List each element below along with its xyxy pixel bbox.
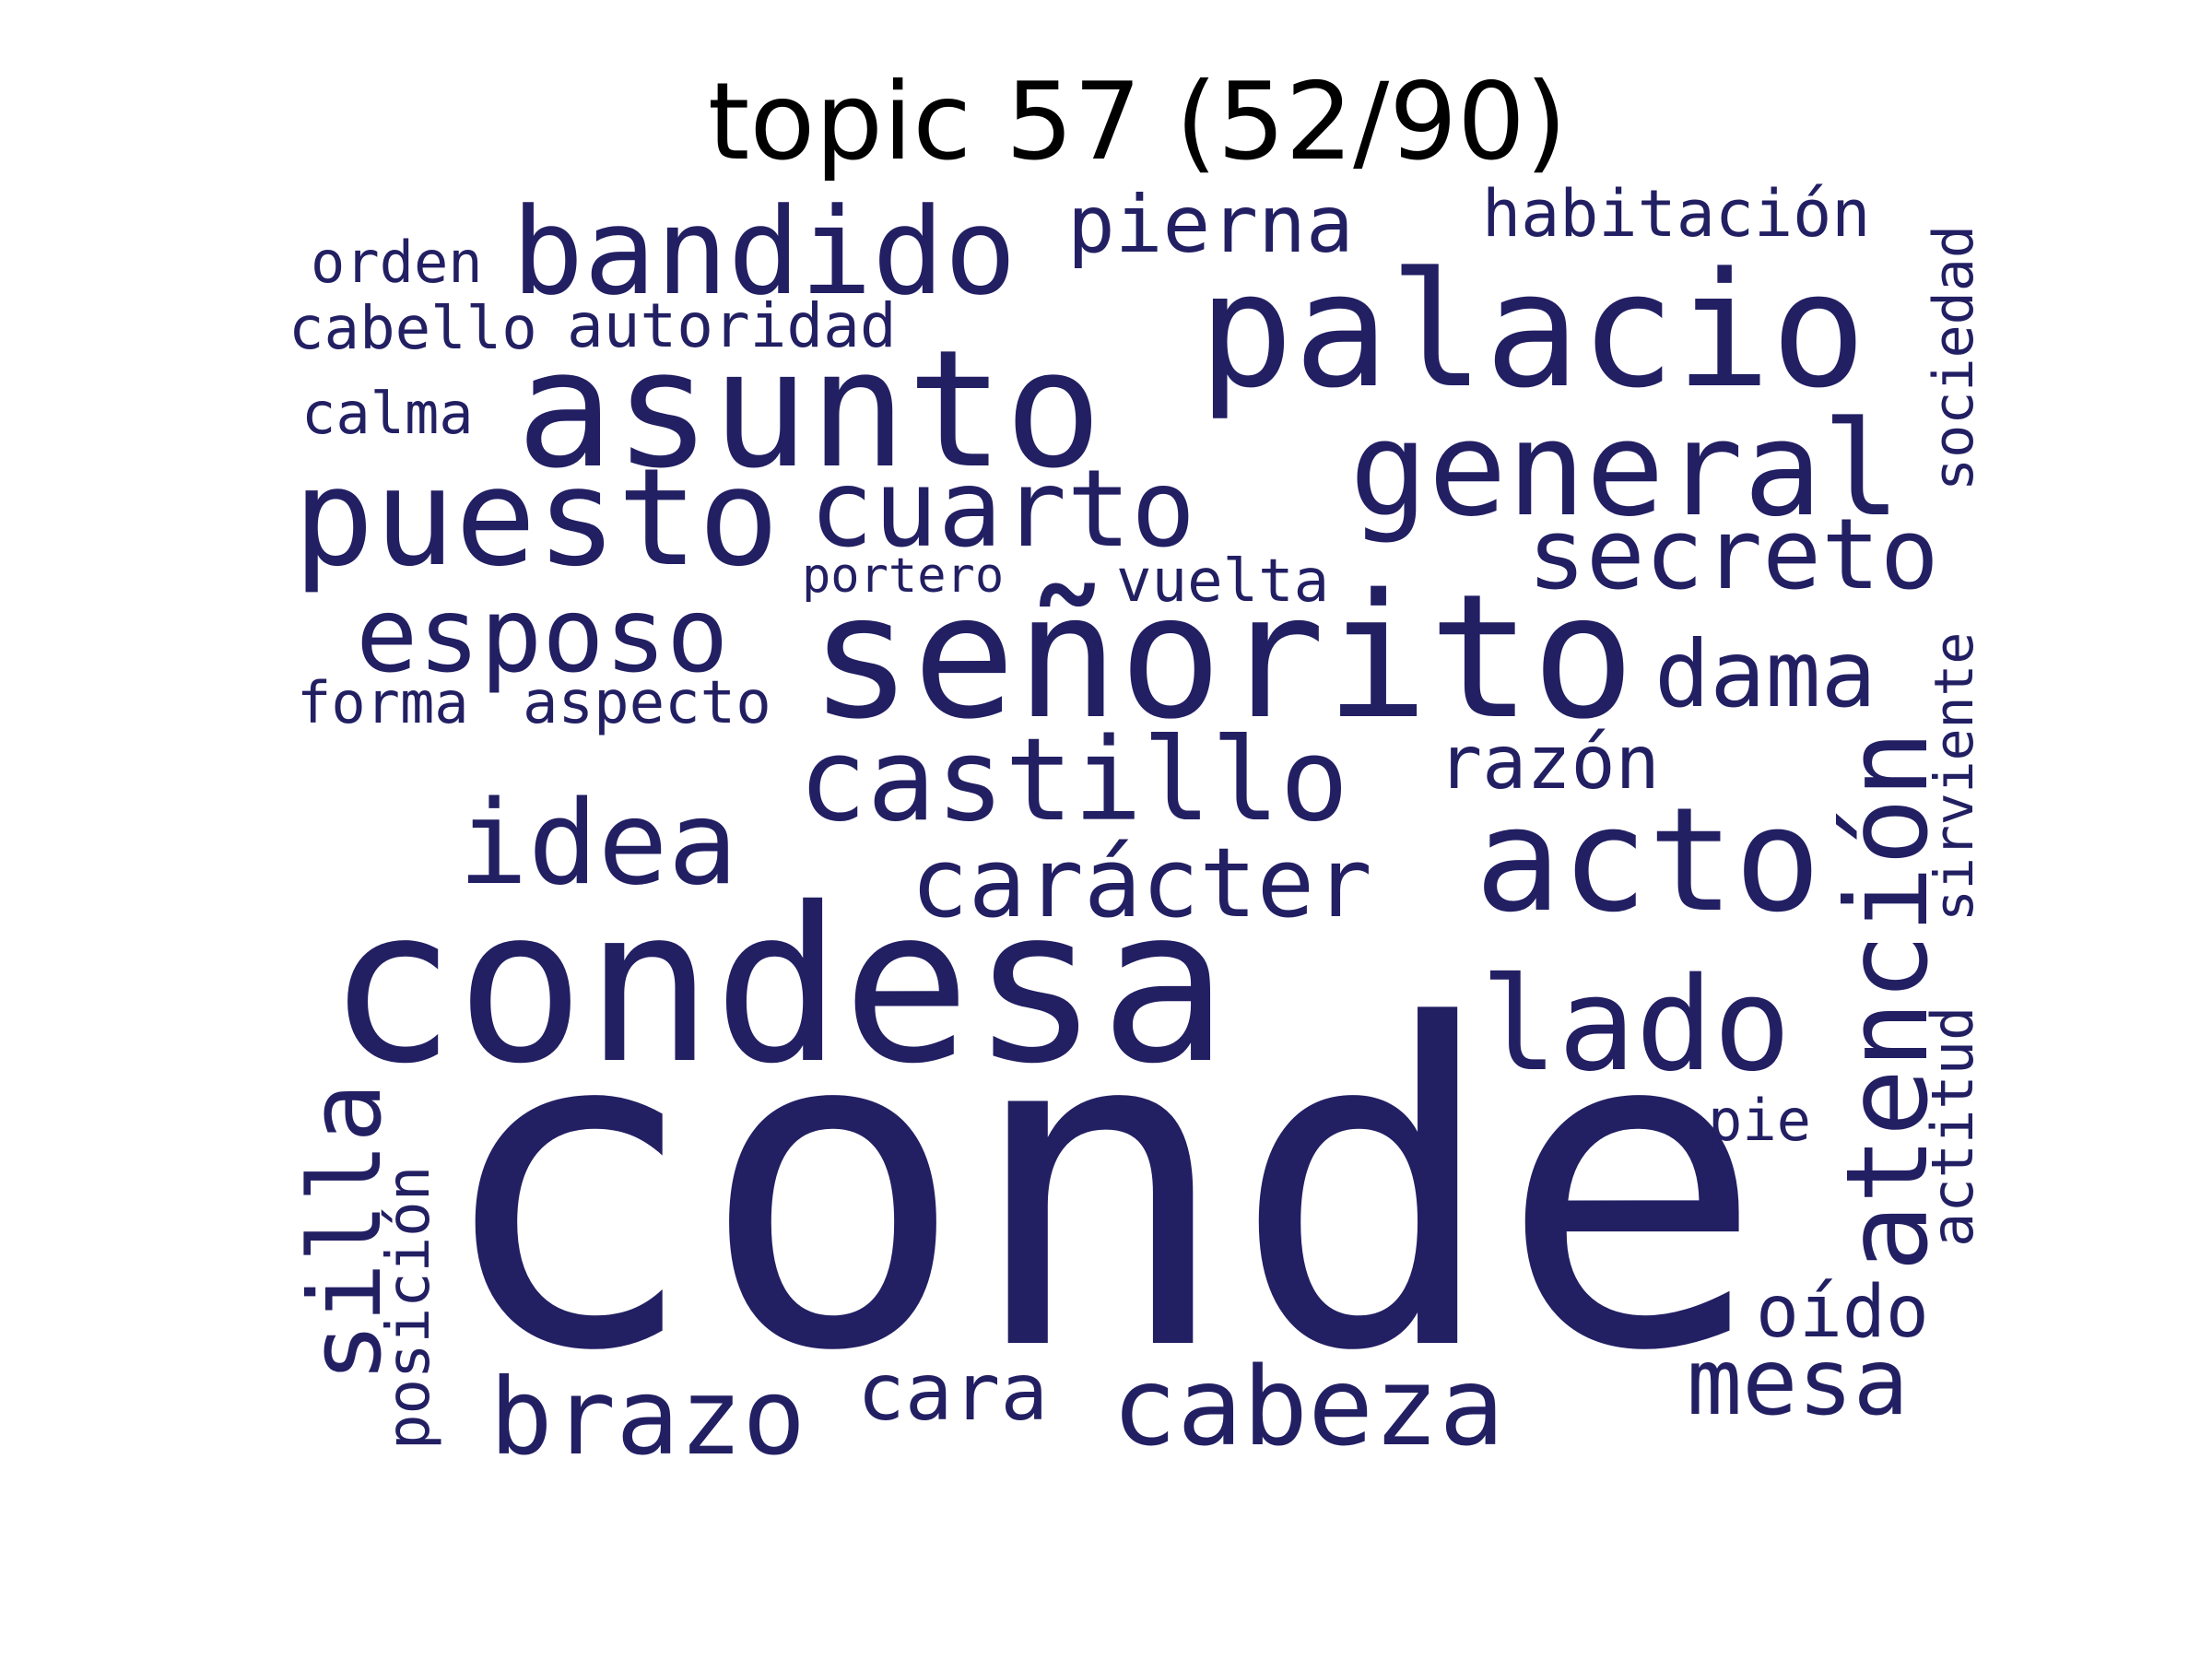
word-palacio: palacio	[1198, 238, 1866, 423]
word-posicion: posición	[375, 1166, 443, 1450]
word-habitacion: habitación	[1482, 176, 1870, 252]
word-esposo: esposo	[356, 576, 729, 696]
word-secreto: secreto	[1527, 498, 1939, 611]
word-lado: lado	[1480, 950, 1791, 1100]
word-oido: oído	[1756, 1271, 1929, 1354]
word-cabeza: cabeza	[1112, 1343, 1504, 1470]
word-condesa: condesa	[327, 862, 1229, 1111]
word-calma: calma	[301, 380, 474, 447]
word-acto: acto	[1475, 776, 1821, 944]
word-mesa: mesa	[1687, 1328, 1909, 1436]
word-cuarto: cuarto	[809, 447, 1195, 571]
word-pierna: pierna	[1067, 179, 1354, 271]
word-orden: orden	[311, 229, 483, 296]
word-caracter: carácter	[911, 827, 1372, 939]
word-idea: idea	[458, 775, 737, 911]
word-asunto: asunto	[516, 315, 1102, 504]
word-aspecto: aspecto	[523, 669, 771, 737]
word-bandido: bandido	[512, 182, 1017, 322]
word-sociedad: sociedad	[1922, 225, 1986, 491]
word-portero: portero	[802, 548, 1004, 604]
word-senorito: señorito	[809, 557, 1635, 757]
word-general: general	[1349, 394, 1900, 546]
word-sirviente: sirviente	[1923, 632, 1985, 922]
word-autoridad: autoridad	[567, 290, 897, 361]
word-conde: conde	[433, 933, 1765, 1448]
word-atencion: atención	[1822, 730, 1953, 1272]
word-forma: forma	[297, 669, 469, 736]
word-brazo: brazo	[489, 1356, 806, 1478]
word-razon: razón	[1438, 720, 1660, 806]
word-puesto: puesto	[293, 440, 779, 596]
word-actitud: actitud	[1919, 1006, 1986, 1247]
word-cara: cara	[857, 1347, 1048, 1439]
word-castillo: castillo	[798, 714, 1348, 847]
cloud-title: topic 57 (52/90)	[708, 60, 1567, 184]
word-dama: dama	[1654, 620, 1877, 728]
word-silla: silla	[288, 1083, 404, 1382]
word-pie: pie	[1708, 1087, 1811, 1154]
word-vuelta: vuelta	[1116, 547, 1329, 616]
word-cabello: cabello	[288, 295, 537, 363]
